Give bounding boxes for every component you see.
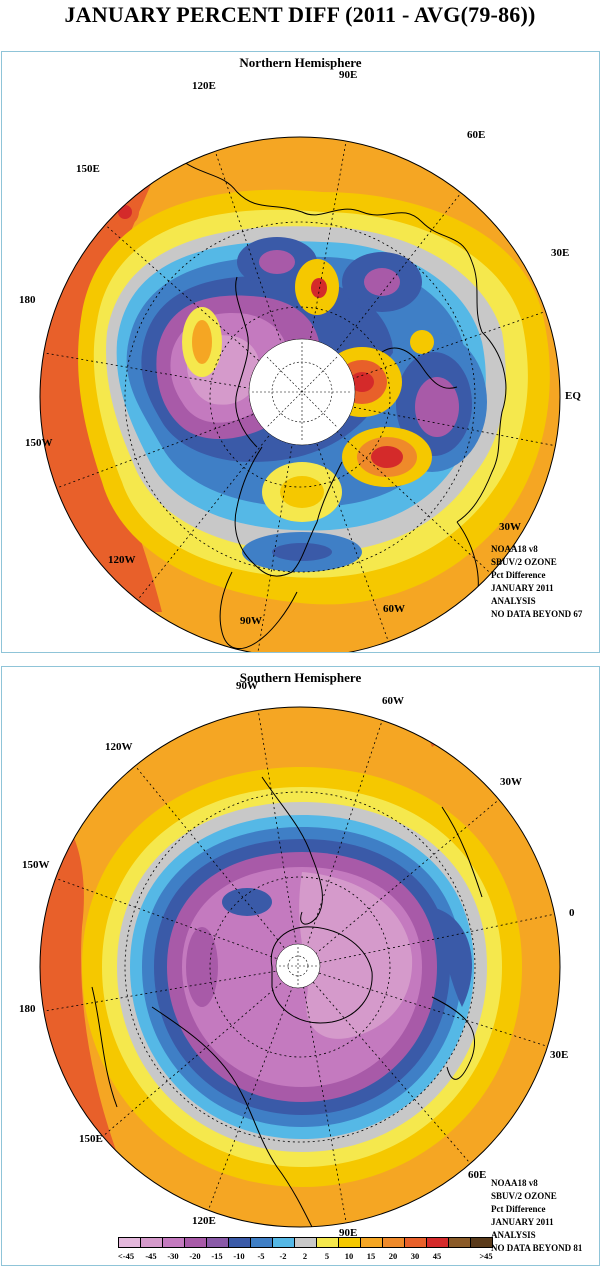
legend-swatch [404, 1237, 427, 1248]
south-info-block: NOAA18 v8 SBUV/2 OZONE Pct Difference JA… [491, 1177, 582, 1255]
info-line: NO DATA BEYOND 67 [491, 609, 583, 619]
info-line: NO DATA BEYOND 81 [491, 1243, 583, 1253]
south-lon-label: 90E [339, 1227, 358, 1239]
legend-tick-label: <-45 [117, 1251, 135, 1261]
north-lon-label: 90E [339, 69, 358, 81]
legend-swatch [272, 1237, 295, 1248]
legend-swatch [470, 1237, 493, 1248]
info-line: ANALYSIS [491, 1230, 536, 1240]
south-lon-label: 60W [382, 695, 404, 707]
north-lon-label: 150E [76, 163, 100, 175]
south-lon-label: 150W [22, 859, 50, 871]
north-info-block: NOAA18 v8 SBUV/2 OZONE Pct Difference JA… [491, 543, 582, 621]
legend-tick-label: 15 [366, 1251, 376, 1261]
southern-hemisphere-map [39, 706, 561, 1228]
north-lon-label: 60W [383, 603, 405, 615]
legend-tick-label: -20 [189, 1251, 201, 1261]
south-lon-label: 90W [236, 680, 258, 692]
northern-hemisphere-map [39, 136, 561, 652]
legend-tick-label: -5 [257, 1251, 265, 1261]
southern-hemisphere-panel: Southern Hemisphere [1, 666, 600, 1266]
legend-tick-label: 2 [302, 1251, 308, 1261]
legend-swatch [184, 1237, 207, 1248]
legend-tick-label: -15 [211, 1251, 223, 1261]
legend-swatch [118, 1237, 141, 1248]
north-lon-label: 120W [108, 554, 136, 566]
north-lon-label: 180 [19, 294, 36, 306]
legend-tick-label: >45 [479, 1251, 493, 1261]
legend-tick-label: -45 [145, 1251, 157, 1261]
south-lon-label: 0 [569, 907, 575, 919]
legend-swatch [250, 1237, 273, 1248]
legend-tick-label: -10 [233, 1251, 245, 1261]
south-lon-label: 120W [105, 741, 133, 753]
legend-swatch [448, 1237, 471, 1248]
southern-hemisphere-title: Southern Hemisphere [239, 670, 362, 685]
northern-hemisphere-panel: Northern Hemisphere [1, 51, 600, 653]
south-lon-label: 30E [550, 1049, 569, 1061]
info-line: SBUV/2 OZONE [491, 1191, 557, 1201]
info-line: Pct Difference [491, 570, 546, 580]
legend-swatch [360, 1237, 383, 1248]
legend-tick-label: -2 [279, 1251, 287, 1261]
legend-swatch [206, 1237, 229, 1248]
north-lon-label: 120E [192, 80, 216, 92]
south-lon-label: 60E [468, 1169, 487, 1181]
south-lon-label: 120E [192, 1215, 216, 1227]
legend-swatch [162, 1237, 185, 1248]
legend-swatch [426, 1237, 449, 1248]
north-lon-label: EQ [565, 390, 581, 402]
north-lon-label: 90W [240, 615, 262, 627]
north-lon-label: 30W [499, 521, 521, 533]
legend-swatch [140, 1237, 163, 1248]
south-lon-label: 150E [79, 1133, 103, 1145]
info-line: NOAA18 v8 [491, 1178, 538, 1188]
info-line: NOAA18 v8 [491, 544, 538, 554]
legend-tick-label: 45 [432, 1251, 442, 1261]
legend-tick-label: 20 [388, 1251, 398, 1261]
legend-tick-label: -30 [167, 1251, 179, 1261]
info-line: JANUARY 2011 [491, 583, 554, 593]
legend-tick-label: 30 [410, 1251, 420, 1261]
legend-swatch [382, 1237, 405, 1248]
legend-swatch [338, 1237, 361, 1248]
legend-swatch [228, 1237, 251, 1248]
info-line: Pct Difference [491, 1204, 546, 1214]
north-lon-label: 30E [551, 247, 570, 259]
north-lon-label: 60E [467, 129, 486, 141]
page-title: JANUARY PERCENT DIFF (2011 - AVG(79-86)) [64, 2, 536, 27]
legend-swatch [294, 1237, 317, 1248]
legend-swatch [316, 1237, 339, 1248]
info-line: ANALYSIS [491, 596, 536, 606]
legend-tick-label: 10 [344, 1251, 354, 1261]
info-line: JANUARY 2011 [491, 1217, 554, 1227]
northern-hemisphere-title: Northern Hemisphere [239, 55, 362, 70]
north-lon-label: 150W [25, 437, 53, 449]
south-lon-label: 30W [500, 776, 522, 788]
south-lon-label: 180 [19, 1003, 36, 1015]
info-line: SBUV/2 OZONE [491, 557, 557, 567]
legend-tick-label: 5 [324, 1251, 330, 1261]
